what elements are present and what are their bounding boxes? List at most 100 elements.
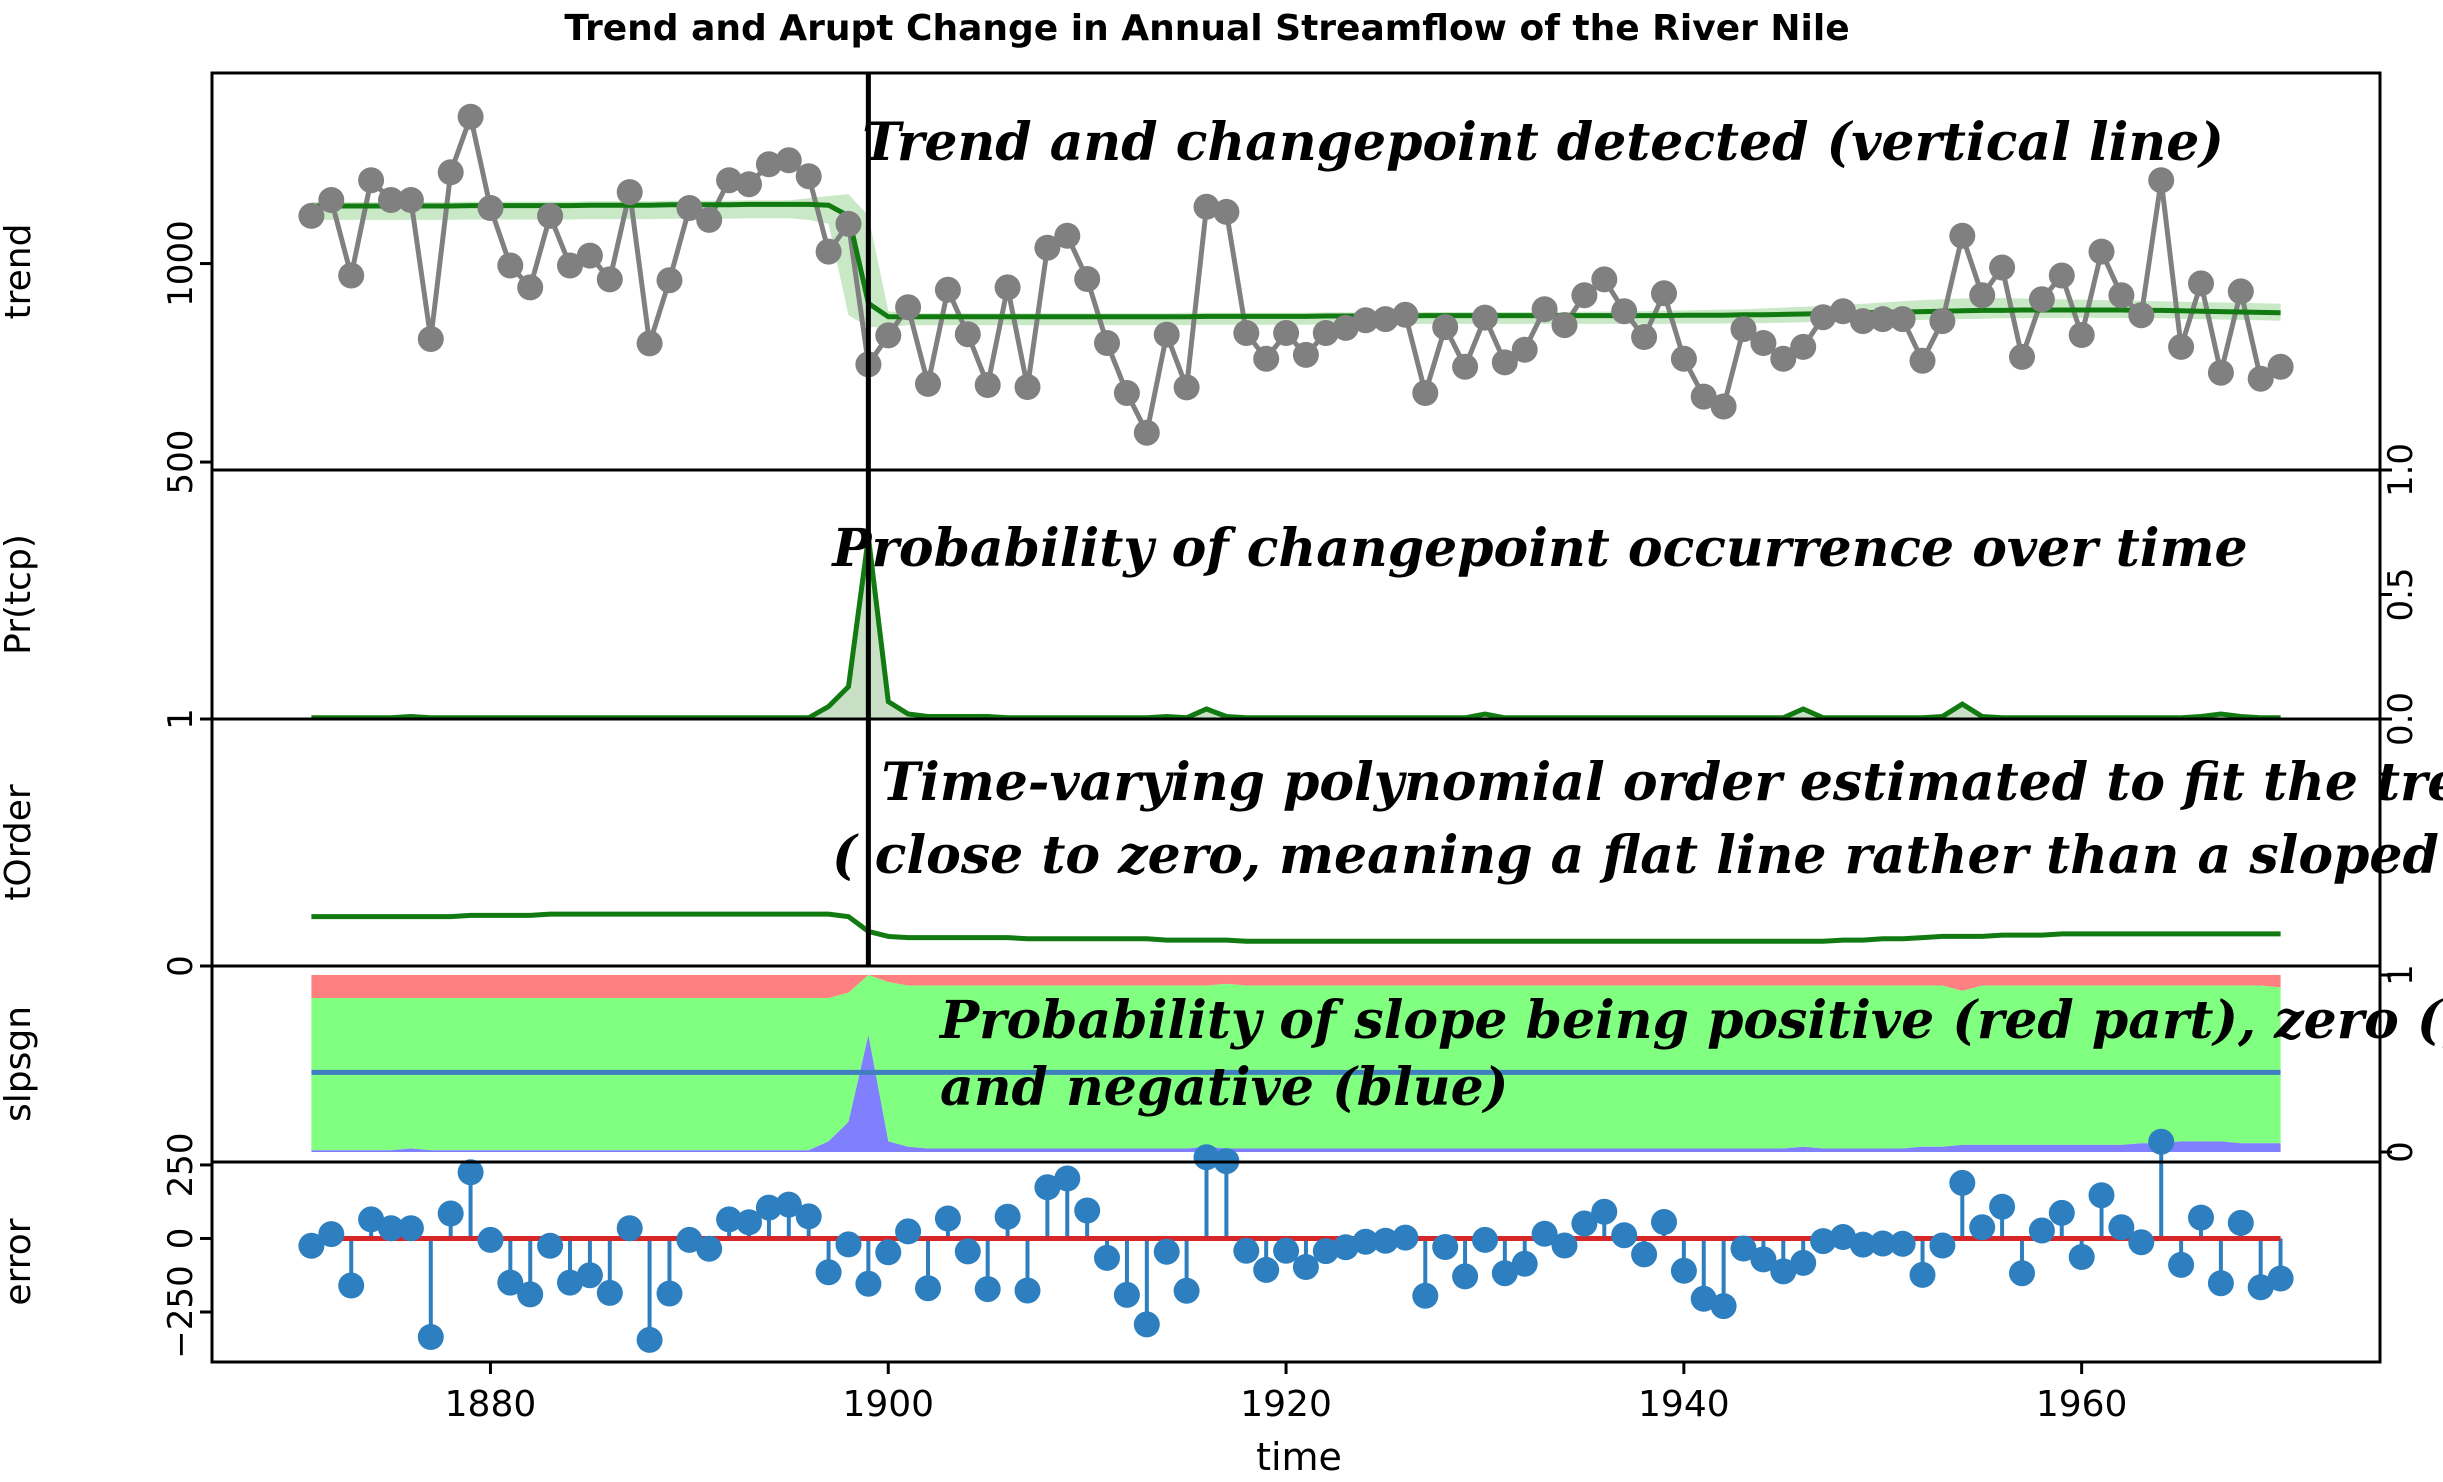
residual-point — [1491, 1260, 1518, 1287]
observed-point — [1830, 298, 1856, 325]
trend-line — [311, 201, 2281, 320]
observed-point — [1312, 320, 1339, 346]
observed-point — [1472, 304, 1498, 331]
residual-point — [1571, 1210, 1598, 1237]
observed-point — [1034, 234, 1061, 261]
x-tick-label: 1920 — [1240, 1384, 1332, 1425]
y-tick-label: 0 — [2381, 1141, 2421, 1163]
observed-point — [1332, 314, 1359, 341]
observed-point — [318, 187, 345, 213]
residual-point — [636, 1326, 663, 1353]
residual-point — [1849, 1231, 1876, 1258]
observed-point — [2267, 353, 2294, 380]
residual-point — [2227, 1209, 2254, 1236]
observed-point — [1372, 306, 1399, 333]
residual-point — [1949, 1169, 1976, 1196]
residual-point — [676, 1226, 703, 1253]
residual-point — [1551, 1232, 1578, 1259]
residual-point — [1153, 1238, 1180, 1265]
observed-point — [696, 206, 723, 233]
observed-point — [636, 330, 663, 357]
residual-point — [1292, 1254, 1319, 1280]
observed-point — [2227, 278, 2254, 305]
observed-point — [537, 202, 564, 229]
observed-point — [1611, 298, 1638, 325]
slope-zero-area — [311, 975, 2281, 1151]
residual-point — [2068, 1244, 2095, 1270]
residual-point — [1651, 1209, 1677, 1235]
observed-point — [775, 147, 802, 174]
residual-point — [1929, 1232, 1956, 1259]
observed-point — [477, 195, 504, 221]
residual-point — [1233, 1237, 1260, 1264]
residual-point — [835, 1231, 862, 1258]
observed-point — [1730, 316, 1757, 343]
observed-point — [517, 274, 544, 301]
observed-point — [378, 187, 404, 213]
panel-annotation: Probability of changepoint occurrence ov… — [830, 518, 2247, 579]
residual-point — [2247, 1274, 2274, 1301]
observed-point — [557, 252, 583, 279]
residual-point — [417, 1324, 444, 1350]
observed-point — [1770, 345, 1797, 372]
residual-point — [1730, 1235, 1757, 1262]
observed-point — [676, 195, 703, 221]
observed-point — [1113, 380, 1140, 406]
y-axis-label: tOrder — [0, 784, 39, 901]
residual-point — [457, 1159, 484, 1186]
y-axis-label: error — [0, 1218, 39, 1305]
residual-point — [1591, 1198, 1618, 1225]
panel-slpsgn: 0 1 Probability of slope being positive (r… — [311, 964, 2443, 1163]
residual-point — [2148, 1128, 2175, 1155]
x-axis-label: time — [1256, 1435, 1342, 1477]
residual-point — [1352, 1228, 1379, 1255]
observed-point — [576, 242, 603, 269]
residual-point — [1312, 1238, 1339, 1265]
panel-annotation-line2: ( close to zero, meaning a flat line rat… — [832, 825, 2443, 886]
observed-point — [616, 179, 643, 206]
observed-point — [1233, 320, 1260, 346]
observed-point — [1849, 308, 1876, 335]
observed-point — [437, 159, 464, 186]
x-tick-label: 1880 — [445, 1384, 537, 1425]
residual-point — [1889, 1230, 1916, 1257]
residual-point — [437, 1200, 464, 1227]
residual-point — [1173, 1277, 1200, 1304]
residual-point — [1392, 1224, 1419, 1251]
residual-point — [934, 1205, 961, 1232]
y-tick-label: 0 — [161, 1228, 201, 1250]
observed-point — [895, 294, 922, 321]
observed-point — [1750, 330, 1777, 356]
observed-point — [2207, 359, 2234, 386]
observed-point — [1889, 306, 1916, 333]
observed-point — [1810, 304, 1837, 331]
y-tick-label: 1 — [161, 708, 201, 730]
residual-point — [1054, 1165, 1081, 1192]
residual-point — [497, 1269, 524, 1296]
observed-point — [1452, 353, 1479, 380]
panel-torder: 0 1 Time-varying polynomial order estimate… — [161, 708, 2443, 977]
residual-point — [1472, 1226, 1498, 1253]
observed-point — [1412, 380, 1439, 406]
observed-point — [338, 262, 365, 289]
y-tick-label: 250 — [161, 1132, 201, 1197]
observed-point — [1014, 374, 1041, 400]
residual-point — [477, 1226, 504, 1253]
x-tick-label: 1960 — [2036, 1384, 2128, 1425]
residual-point — [974, 1276, 1001, 1303]
residual-point — [358, 1206, 385, 1233]
residual-point — [1611, 1222, 1638, 1249]
residual-point — [2028, 1217, 2055, 1244]
residual-point — [1113, 1281, 1140, 1308]
residual-point — [1273, 1237, 1300, 1264]
observed-point — [1651, 280, 1677, 307]
panel-annotation-line2: and negative (blue) — [940, 1057, 1508, 1118]
y-tick-label: 1.0 — [2381, 443, 2421, 497]
observed-point — [656, 267, 683, 294]
residual-point — [1531, 1220, 1558, 1247]
observed-point — [358, 167, 385, 194]
residual-point — [2088, 1182, 2115, 1209]
residual-point — [1670, 1257, 1697, 1284]
observed-point — [1989, 254, 2016, 281]
observed-point — [954, 321, 981, 348]
